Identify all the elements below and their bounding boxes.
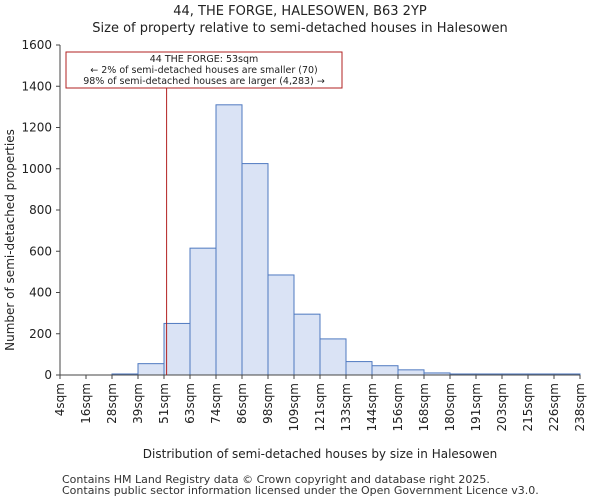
bar-144sqm [371, 365, 399, 376]
y-tick-label: 1200 [21, 121, 52, 135]
annotation-line3: 98% of semi-detached houses are larger (… [83, 76, 325, 87]
footer-licence: Contains public sector information licen… [62, 484, 539, 497]
x-tick-label: 191sqm [469, 383, 483, 431]
annotation-line2: ← 2% of semi-detached houses are smaller… [90, 65, 318, 76]
x-axis-label: Distribution of semi-detached houses by … [143, 447, 497, 461]
y-tick-label: 0 [44, 368, 52, 382]
bar-51sqm [163, 322, 191, 376]
bar-86sqm [241, 163, 269, 376]
x-tick-label: 51sqm [157, 383, 171, 424]
x-tick-label: 16sqm [79, 383, 93, 424]
x-tick-label: 144sqm [365, 383, 379, 431]
x-tick-label: 39sqm [131, 383, 145, 424]
chart-subtitle: Size of property relative to semi-detach… [92, 21, 508, 36]
x-tick-label: 63sqm [183, 383, 197, 424]
y-tick-label: 600 [29, 244, 52, 258]
x-tick-label: 226sqm [547, 383, 561, 431]
bar-156sqm [397, 369, 425, 376]
x-tick-label: 133sqm [339, 383, 353, 431]
y-tick-label: 1000 [21, 162, 52, 176]
y-axis-label: Number of semi-detached properties [3, 129, 17, 351]
x-tick-label: 98sqm [261, 383, 275, 424]
x-tick-label: 109sqm [287, 383, 301, 431]
bar-63sqm [189, 247, 217, 376]
chart-title: 44, THE FORGE, HALESOWEN, B63 2YP [173, 4, 427, 19]
x-tick-label: 121sqm [313, 383, 327, 431]
annotation-box: 44 THE FORGE: 53sqm ← 2% of semi-detache… [65, 51, 343, 89]
y-tick-label: 1600 [21, 38, 52, 52]
bar-133sqm [345, 361, 373, 376]
histogram-chart: 0 200 400 600 800 1000 1200 1400 1600 4sqm 16sqm 2… [3, 38, 587, 461]
y-tick-label: 1400 [21, 79, 52, 93]
x-tick-label: 168sqm [417, 383, 431, 431]
x-tick-label: 215sqm [521, 383, 535, 431]
x-tick-label: 180sqm [443, 383, 457, 431]
x-tick-label: 156sqm [391, 383, 405, 431]
x-tick-label: 4sqm [53, 383, 67, 416]
x-tick-label: 86sqm [235, 383, 249, 424]
bar-109sqm [293, 313, 321, 376]
x-tick-label: 28sqm [105, 383, 119, 424]
annotation-line1: 44 THE FORGE: 53sqm [150, 54, 259, 65]
bar-74sqm [215, 104, 243, 376]
x-tick-label: 203sqm [495, 383, 509, 431]
y-tick-label: 400 [29, 286, 52, 300]
y-tick-label: 200 [29, 327, 52, 341]
footer-copyright: Contains HM Land Registry data © Crown c… [62, 473, 490, 486]
x-tick-label: 74sqm [209, 383, 223, 424]
x-tick-label: 238sqm [573, 383, 587, 431]
y-tick-label: 800 [29, 203, 52, 217]
bar-121sqm [319, 338, 347, 376]
bar-39sqm [137, 363, 165, 376]
bar-98sqm [267, 274, 295, 376]
